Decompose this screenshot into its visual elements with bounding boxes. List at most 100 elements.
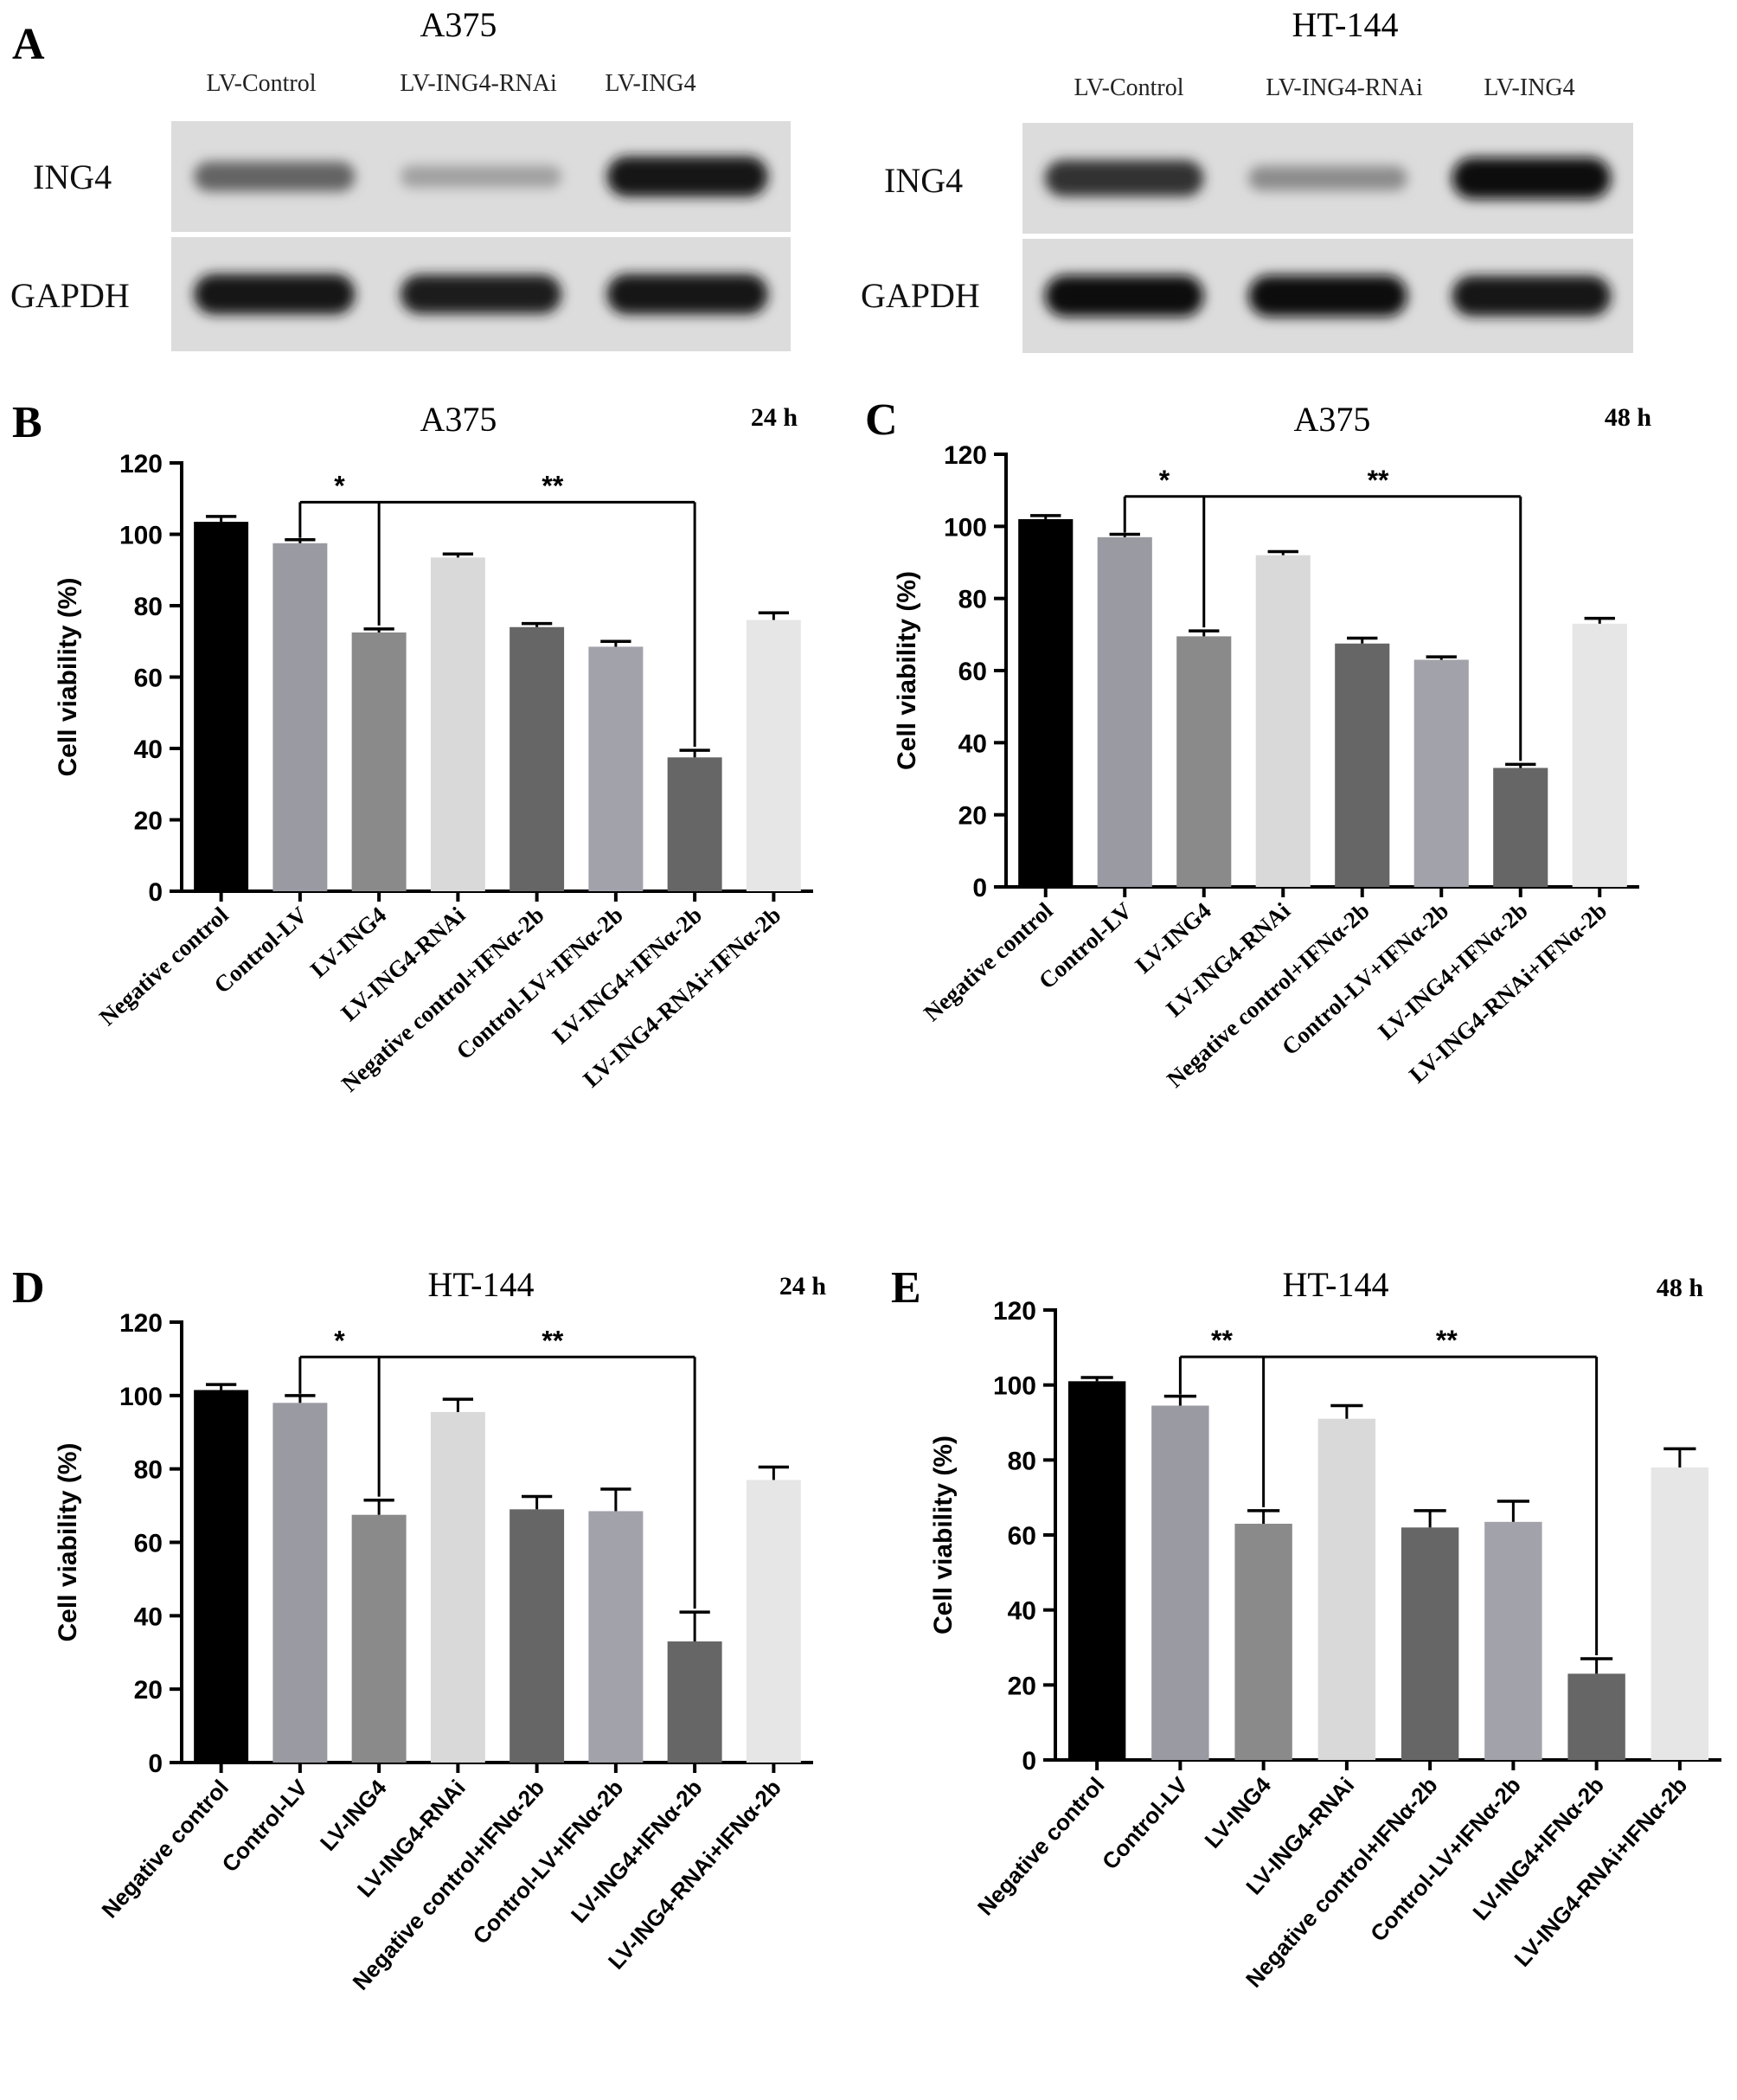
y-tick-label: 40 [134,735,163,764]
x-tick-label: Negative control [94,902,234,1031]
y-tick-label: 20 [1008,1672,1036,1700]
chart-title: A375 [420,400,497,439]
bar [1400,1527,1459,1760]
significance-label: * [334,470,345,501]
y-axis-label: Cell viability (%) [54,1442,82,1641]
y-tick-label: 40 [1008,1597,1036,1626]
significance-label: ** [542,470,563,501]
bar [1018,519,1074,887]
x-tick-label: Negative control [972,1772,1110,1920]
chart-C: C A375 48 h Cell viability (%) 0 20 40 60 80 100 1… [865,395,1651,1093]
panel-letter-A: A [12,20,45,69]
panel-letter: B [12,398,42,447]
bar [588,1511,644,1763]
bar [194,1390,249,1763]
blot-0: A375 LV-Control LV-ING4-RNAi LV-ING4 ING4 GAP… [10,5,791,351]
y-tick-label: 0 [972,874,987,902]
blot-band [606,156,768,197]
significance-label: * [1159,465,1170,496]
lane-label: LV-ING4-RNAi [1266,74,1423,101]
bar [510,1509,565,1763]
y-tick-label: 80 [1008,1447,1036,1475]
bar [667,757,722,891]
time-label: 24 h [779,1272,827,1300]
bar [430,1411,485,1763]
bar [510,626,565,891]
bar [1234,1524,1292,1760]
y-tick-label: 100 [993,1372,1036,1401]
y-tick-label: 60 [134,665,163,693]
bar [1097,536,1152,887]
bar [351,1514,407,1763]
y-tick-label: 20 [958,802,987,831]
x-tick-label: LV-ING4-RNAi+IFNα-2b [1509,1772,1692,1972]
y-tick-label: 0 [148,878,163,907]
time-label: 24 h [751,403,798,432]
y-tick-label: 60 [958,658,987,686]
x-tick-label: LV-ING4+IFNα-2b [566,1775,708,1928]
blot-band [1248,165,1407,191]
y-tick-label: 0 [1022,1747,1036,1776]
y-tick-label: 80 [958,586,987,614]
blot-1: HT-144 LV-Control LV-ING4-RNAi LV-ING4 ING4 G… [861,5,1633,353]
blot-band [1452,275,1612,317]
lane-label: LV-Control [206,70,316,97]
lane-label: LV-ING4-RNAi [400,70,557,97]
bar [1567,1673,1625,1760]
chart-E: E HT-144 48 h Cell viability (%) 0 20 40 60 80 10… [891,1263,1721,1993]
y-tick-label: 60 [134,1530,163,1558]
blot-band [1248,275,1407,317]
chart-B: B A375 24 h Cell viability (%) 0 20 40 60 80 100 1… [12,398,813,1097]
bar [1484,1521,1542,1760]
y-tick-label: 120 [944,441,987,470]
chart-D: D HT-144 24 h Cell viability (%) 0 20 40 60 80 10… [12,1263,826,1995]
x-tick-label: LV-ING4+IFNα-2b [548,902,707,1049]
y-tick-label: 80 [134,1456,163,1485]
lane-label: LV-Control [1074,74,1183,101]
blot-band [1452,157,1612,199]
x-tick-label: Control-LV+IFNα-2b [1365,1772,1526,1947]
significance-label: ** [542,1325,563,1356]
y-tick-label: 120 [993,1297,1036,1326]
bar [1255,555,1311,887]
bar [746,620,801,891]
bar [1650,1467,1709,1760]
bar [430,557,485,891]
time-label: 48 h [1657,1274,1704,1302]
y-tick-label: 20 [134,1676,163,1705]
bar [272,543,328,891]
bar [588,646,644,891]
blot-band [194,161,356,192]
blot-title: HT-144 [1292,5,1399,44]
y-tick-label: 120 [119,1309,163,1338]
chart-title: HT-144 [1283,1265,1389,1304]
x-tick-label: LV-ING4 [1199,1772,1276,1853]
panel-letter: C [865,395,898,445]
x-tick-label: Control-LV [1097,1771,1193,1874]
bar [1335,643,1390,887]
x-tick-label: LV-ING4+IFNα-2b [1373,897,1532,1044]
time-label: 48 h [1605,403,1652,432]
y-tick-label: 20 [134,807,163,836]
bar [1493,767,1548,887]
panel-letter: E [891,1263,921,1313]
chart-title: A375 [1294,400,1371,439]
lane-label: LV-ING4 [605,70,695,97]
bar [1067,1381,1126,1760]
y-axis-label: Cell viability (%) [929,1435,958,1634]
blot-band [1044,160,1204,196]
x-tick-label: Control-LV [216,1774,312,1877]
bar [1572,623,1627,887]
blot-band [1044,275,1204,317]
blot-band [194,273,356,315]
x-tick-label: Negative control [96,1775,234,1923]
bar [351,632,407,891]
y-tick-label: 100 [119,1383,163,1411]
x-tick-label: Control-LV+IFNα-2b [467,1775,628,1949]
y-tick-label: 0 [148,1750,163,1778]
blot-row-label: GAPDH [10,276,130,315]
bar [1151,1405,1209,1760]
blot-band [606,273,768,315]
significance-label: ** [1368,465,1389,496]
